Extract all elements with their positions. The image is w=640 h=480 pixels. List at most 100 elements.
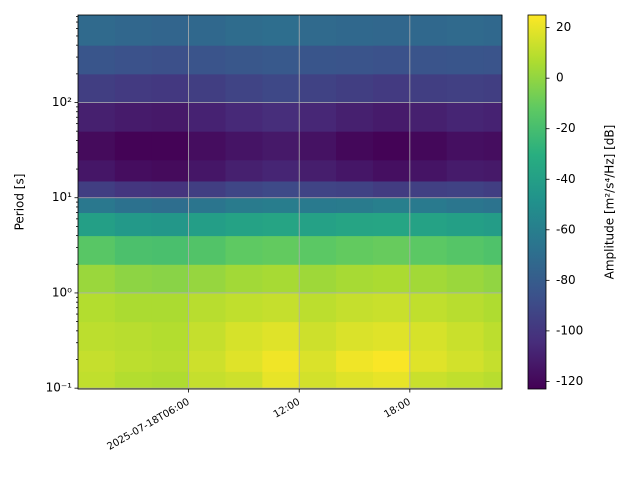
heatmap-cell bbox=[78, 102, 116, 132]
heatmap-cell bbox=[114, 73, 153, 104]
heatmap-cell bbox=[372, 292, 411, 323]
heatmap-cell bbox=[114, 15, 153, 46]
heatmap-cell bbox=[262, 102, 300, 132]
y-tick-label: 10⁻¹ bbox=[46, 381, 73, 395]
heatmap-cell bbox=[78, 212, 116, 237]
heatmap-cell bbox=[188, 131, 226, 161]
heatmap-cell bbox=[336, 15, 374, 46]
heatmap-cell bbox=[299, 235, 337, 265]
heatmap-cell bbox=[225, 15, 263, 46]
heatmap-cell bbox=[446, 292, 485, 323]
heatmap-cell bbox=[262, 212, 300, 237]
heatmap-cell bbox=[409, 235, 448, 265]
heatmap-cell bbox=[409, 102, 448, 132]
heatmap-cell bbox=[446, 264, 485, 294]
heatmap-cell bbox=[483, 321, 503, 351]
heatmap-cell bbox=[409, 371, 448, 390]
heatmap-cell bbox=[262, 73, 300, 104]
heatmap-cell bbox=[225, 292, 263, 323]
heatmap-cell bbox=[114, 371, 153, 390]
heatmap-cell bbox=[299, 102, 337, 132]
heatmap-cell bbox=[336, 264, 374, 294]
heatmap-cell bbox=[225, 102, 263, 132]
heatmap-cell bbox=[151, 321, 190, 351]
heatmap-cell bbox=[114, 180, 153, 199]
heatmap-cell bbox=[446, 212, 485, 237]
heatmap-cell bbox=[188, 159, 226, 182]
heatmap-cell bbox=[409, 73, 448, 104]
heatmap-cell bbox=[78, 45, 116, 75]
heatmap-cell bbox=[372, 371, 411, 390]
heatmap-cell bbox=[188, 321, 226, 351]
heatmap-cell bbox=[446, 197, 485, 213]
heatmap-cell bbox=[483, 235, 503, 265]
heatmap-cell bbox=[483, 371, 503, 390]
heatmap-cell bbox=[446, 73, 485, 104]
heatmap-cell bbox=[483, 292, 503, 323]
heatmap-cell bbox=[114, 102, 153, 132]
heatmap-cell bbox=[78, 350, 116, 372]
heatmap-cell bbox=[446, 131, 485, 161]
heatmap-cell bbox=[151, 73, 190, 104]
heatmap-cell bbox=[372, 180, 411, 199]
heatmap-cell bbox=[262, 180, 300, 199]
heatmap-cell bbox=[225, 264, 263, 294]
heatmap-cell bbox=[225, 350, 263, 372]
heatmap-cell bbox=[336, 235, 374, 265]
heatmap-cell bbox=[114, 292, 153, 323]
heatmap-cell bbox=[299, 264, 337, 294]
heatmap-cell bbox=[78, 73, 116, 104]
heatmap-cell bbox=[262, 197, 300, 213]
heatmap-cell bbox=[78, 371, 116, 390]
heatmap-cell bbox=[336, 131, 374, 161]
colorbar-tick-label: -120 bbox=[556, 374, 583, 388]
heatmap-cell bbox=[446, 321, 485, 351]
heatmap-cell bbox=[114, 197, 153, 213]
heatmap-cell bbox=[262, 371, 300, 390]
heatmap-cell bbox=[299, 159, 337, 182]
heatmap-cell bbox=[409, 292, 448, 323]
heatmap-cell bbox=[262, 292, 300, 323]
heatmap-cell bbox=[225, 73, 263, 104]
heatmap-cell bbox=[114, 235, 153, 265]
heatmap-cell bbox=[262, 264, 300, 294]
heatmap-cell bbox=[483, 73, 503, 104]
heatmap-cell bbox=[151, 197, 190, 213]
colorbar-tick-label: -100 bbox=[556, 323, 583, 337]
heatmap-cell bbox=[188, 235, 226, 265]
colorbar-tick-label: 20 bbox=[556, 20, 571, 34]
heatmap-cell bbox=[446, 180, 485, 199]
heatmap-cell bbox=[372, 159, 411, 182]
heatmap-cell bbox=[336, 197, 374, 213]
heatmap-cell bbox=[446, 102, 485, 132]
heatmap-cell bbox=[483, 15, 503, 46]
heatmap-cell bbox=[483, 264, 503, 294]
heatmap-cell bbox=[225, 321, 263, 351]
heatmap-cell bbox=[225, 235, 263, 265]
colorbar-label: Amplitude [m²/s⁴/Hz] [dB] bbox=[603, 125, 617, 280]
heatmap-cell bbox=[78, 235, 116, 265]
heatmap-cell bbox=[299, 321, 337, 351]
x-tick-label: 18:00 bbox=[382, 397, 412, 421]
heatmap-cell bbox=[372, 321, 411, 351]
heatmap-cell bbox=[372, 264, 411, 294]
heatmap-cell bbox=[446, 235, 485, 265]
heatmap-cell bbox=[225, 45, 263, 75]
heatmap-cell bbox=[188, 45, 226, 75]
heatmap-cell bbox=[446, 350, 485, 372]
heatmap-cell bbox=[336, 73, 374, 104]
y-tick-label: 10¹ bbox=[52, 190, 72, 204]
heatmap-cell bbox=[151, 371, 190, 390]
heatmap-cell bbox=[446, 159, 485, 182]
heatmap-cell bbox=[446, 15, 485, 46]
heatmap-cell bbox=[409, 350, 448, 372]
heatmap-cell bbox=[262, 131, 300, 161]
heatmap-cell bbox=[151, 235, 190, 265]
colorbar-tick-label: -60 bbox=[556, 222, 576, 236]
heatmap-cell bbox=[372, 131, 411, 161]
heatmap-cell bbox=[372, 350, 411, 372]
heatmap-cell bbox=[372, 197, 411, 213]
heatmap-cell bbox=[225, 197, 263, 213]
heatmap-cell bbox=[299, 292, 337, 323]
